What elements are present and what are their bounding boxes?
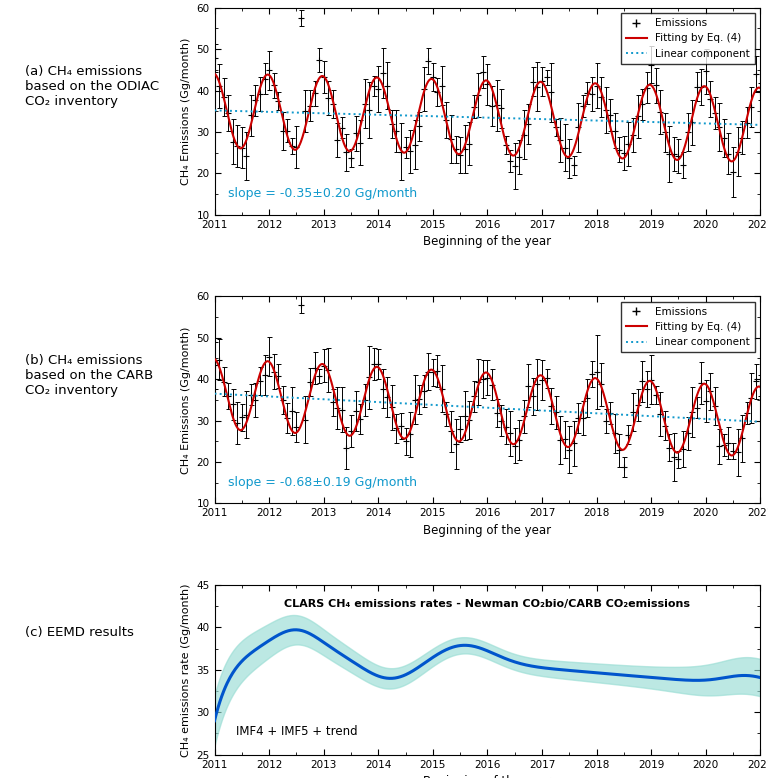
- X-axis label: Beginning of the year: Beginning of the year: [423, 524, 551, 537]
- X-axis label: Beginning of the year: Beginning of the year: [423, 775, 551, 778]
- Text: (a) CH₄ emissions
based on the ODIAC
CO₂ inventory: (a) CH₄ emissions based on the ODIAC CO₂…: [25, 65, 159, 108]
- Y-axis label: CH₄ emissions rate (Gg/month): CH₄ emissions rate (Gg/month): [180, 583, 190, 756]
- Text: IMF4 + IMF5 + trend: IMF4 + IMF5 + trend: [237, 724, 358, 738]
- Y-axis label: CH₄ Emissions (Gg/month): CH₄ Emissions (Gg/month): [181, 37, 191, 185]
- X-axis label: Beginning of the year: Beginning of the year: [423, 235, 551, 248]
- Legend: Emissions, Fitting by Eq. (4), Linear component: Emissions, Fitting by Eq. (4), Linear co…: [621, 13, 755, 64]
- Legend: Emissions, Fitting by Eq. (4), Linear component: Emissions, Fitting by Eq. (4), Linear co…: [621, 302, 755, 352]
- Text: (b) CH₄ emissions
based on the CARB
CO₂ inventory: (b) CH₄ emissions based on the CARB CO₂ …: [25, 353, 153, 397]
- Text: slope = -0.68±0.19 Gg/month: slope = -0.68±0.19 Gg/month: [228, 476, 417, 489]
- Text: slope = -0.35±0.20 Gg/month: slope = -0.35±0.20 Gg/month: [228, 187, 417, 200]
- Text: CLARS CH₄ emissions rates - Newman CO₂bio/CARB CO₂emissions: CLARS CH₄ emissions rates - Newman CO₂bi…: [284, 598, 690, 608]
- Y-axis label: CH₄ Emissions (Gg/month): CH₄ Emissions (Gg/month): [181, 326, 191, 474]
- Text: (c) EEMD results: (c) EEMD results: [25, 626, 134, 639]
